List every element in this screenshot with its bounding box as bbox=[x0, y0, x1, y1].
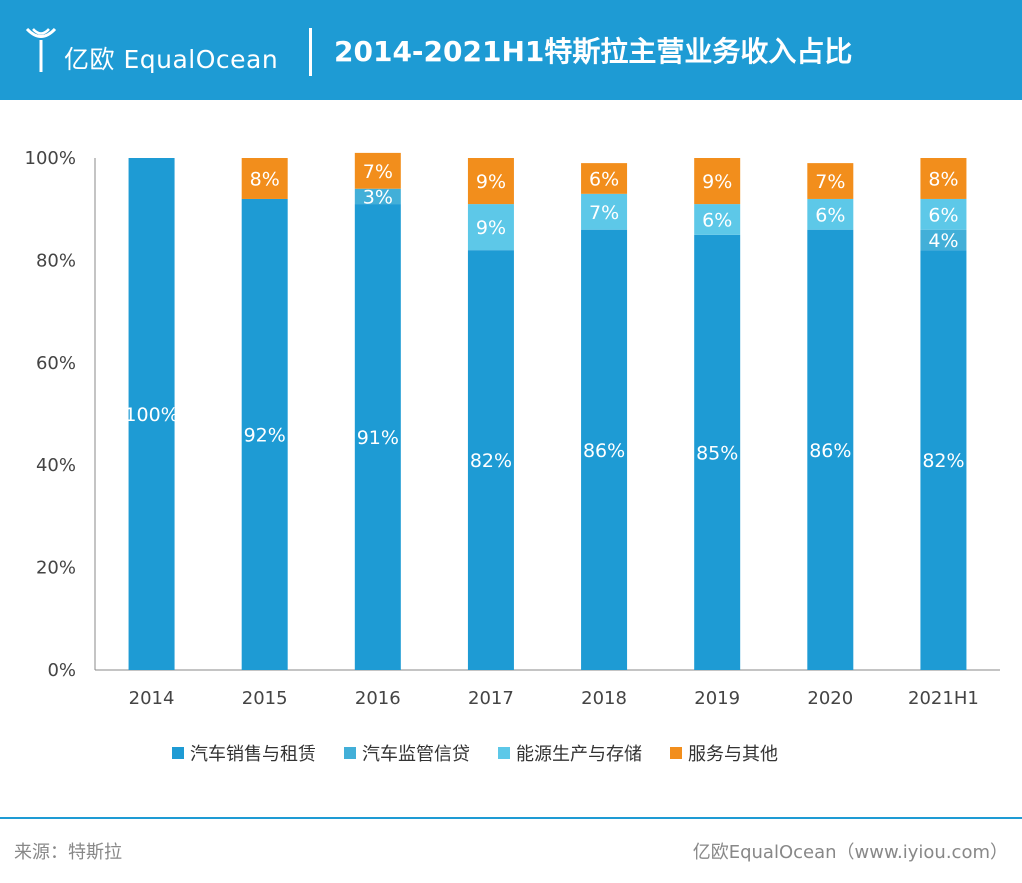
y-tick-label: 100% bbox=[25, 148, 76, 169]
data-label: 100% bbox=[124, 404, 178, 426]
data-label: 4% bbox=[928, 230, 958, 252]
bar-segment bbox=[807, 198, 854, 230]
bar-segment bbox=[128, 158, 175, 670]
data-label: 7% bbox=[363, 161, 393, 183]
stacked-bar-chart: 0% 20% 40% 60% 80% 100% 100% 2014 92% 8% 2015 91% 3%… bbox=[25, 148, 1000, 709]
bar-segment bbox=[694, 234, 741, 671]
bar-segment bbox=[920, 198, 967, 230]
data-label: 6% bbox=[589, 168, 619, 190]
legend-label: 汽车销售与租赁 bbox=[190, 744, 316, 765]
x-tick-label: 2018 bbox=[581, 688, 627, 709]
bar-segment bbox=[241, 158, 288, 199]
legend-item: 能源生产与存储 bbox=[498, 740, 642, 766]
bar-segment bbox=[241, 198, 288, 670]
x-tick-label: 2021H1 bbox=[908, 688, 979, 709]
x-tick-label: 2017 bbox=[468, 688, 514, 709]
data-label: 6% bbox=[815, 204, 845, 226]
data-label: 9% bbox=[702, 171, 732, 193]
bar-segment bbox=[581, 229, 628, 670]
y-tick-label: 0% bbox=[47, 660, 76, 681]
data-label: 82% bbox=[922, 450, 964, 472]
data-label: 85% bbox=[696, 442, 738, 464]
page-title: 2014-2021H1特斯拉主营业务收入占比 bbox=[334, 35, 853, 68]
legend-label: 汽车监管信贷 bbox=[362, 744, 470, 765]
bar-segment bbox=[694, 204, 741, 235]
legend-swatch bbox=[498, 747, 510, 759]
header-banner: 亿欧 EqualOcean 2014-2021H1特斯拉主营业务收入占比 bbox=[0, 0, 1022, 100]
y-tick-label: 40% bbox=[36, 455, 76, 476]
logo-text: 亿欧 EqualOcean bbox=[64, 45, 279, 74]
data-label: 6% bbox=[928, 204, 958, 226]
legend-swatch bbox=[670, 747, 682, 759]
data-label: 86% bbox=[583, 440, 625, 462]
bar-segment bbox=[354, 152, 401, 189]
legend-item: 服务与其他 bbox=[670, 740, 778, 766]
y-tick-label: 20% bbox=[36, 558, 76, 579]
bar-segment bbox=[467, 204, 514, 251]
chart-legend: 汽车销售与租赁 汽车监管信贷 能源生产与存储 服务与其他 bbox=[172, 741, 778, 765]
legend-swatch bbox=[344, 747, 356, 759]
source-note: 来源：特斯拉 bbox=[14, 842, 122, 863]
legend-swatch bbox=[172, 747, 184, 759]
x-tick-label: 2014 bbox=[129, 688, 175, 709]
data-label: 9% bbox=[476, 171, 506, 193]
credit-note: 亿欧EqualOcean（www.iyiou.com） bbox=[692, 842, 1008, 863]
bar-segment bbox=[467, 158, 514, 205]
legend-label: 能源生产与存储 bbox=[516, 744, 642, 765]
data-label: 8% bbox=[250, 168, 280, 190]
x-tick-label: 2016 bbox=[355, 688, 401, 709]
bar-segment bbox=[920, 229, 967, 251]
y-tick-label: 80% bbox=[36, 250, 76, 271]
data-label: 8% bbox=[928, 168, 958, 190]
data-label: 3% bbox=[363, 186, 393, 208]
legend-item: 汽车监管信贷 bbox=[344, 740, 470, 766]
x-tick-label: 2019 bbox=[694, 688, 740, 709]
y-tick-label: 60% bbox=[36, 353, 76, 374]
data-label: 7% bbox=[815, 171, 845, 193]
bar-segment bbox=[694, 158, 741, 205]
x-tick-label: 2020 bbox=[807, 688, 853, 709]
x-tick-label: 2015 bbox=[242, 688, 288, 709]
legend-label: 服务与其他 bbox=[688, 744, 778, 765]
data-label: 91% bbox=[357, 427, 399, 449]
bar-segment bbox=[807, 229, 854, 670]
data-label: 9% bbox=[476, 217, 506, 239]
bar-segment bbox=[354, 188, 401, 205]
header-divider bbox=[309, 28, 312, 76]
data-label: 6% bbox=[702, 209, 732, 231]
bar-segment bbox=[920, 158, 967, 199]
data-label: 86% bbox=[809, 440, 851, 462]
bar-segment bbox=[467, 250, 514, 670]
data-label: 82% bbox=[470, 450, 512, 472]
data-label: 7% bbox=[589, 202, 619, 224]
bar-segment bbox=[581, 163, 628, 194]
bar-segment bbox=[581, 193, 628, 230]
data-label: 92% bbox=[244, 424, 286, 446]
bar-segment bbox=[807, 163, 854, 199]
legend-item: 汽车销售与租赁 bbox=[172, 740, 316, 766]
bar-segment bbox=[354, 204, 401, 670]
equalocean-logo-icon bbox=[25, 27, 57, 72]
footer-divider bbox=[0, 817, 1022, 819]
bar-segment bbox=[920, 250, 967, 670]
